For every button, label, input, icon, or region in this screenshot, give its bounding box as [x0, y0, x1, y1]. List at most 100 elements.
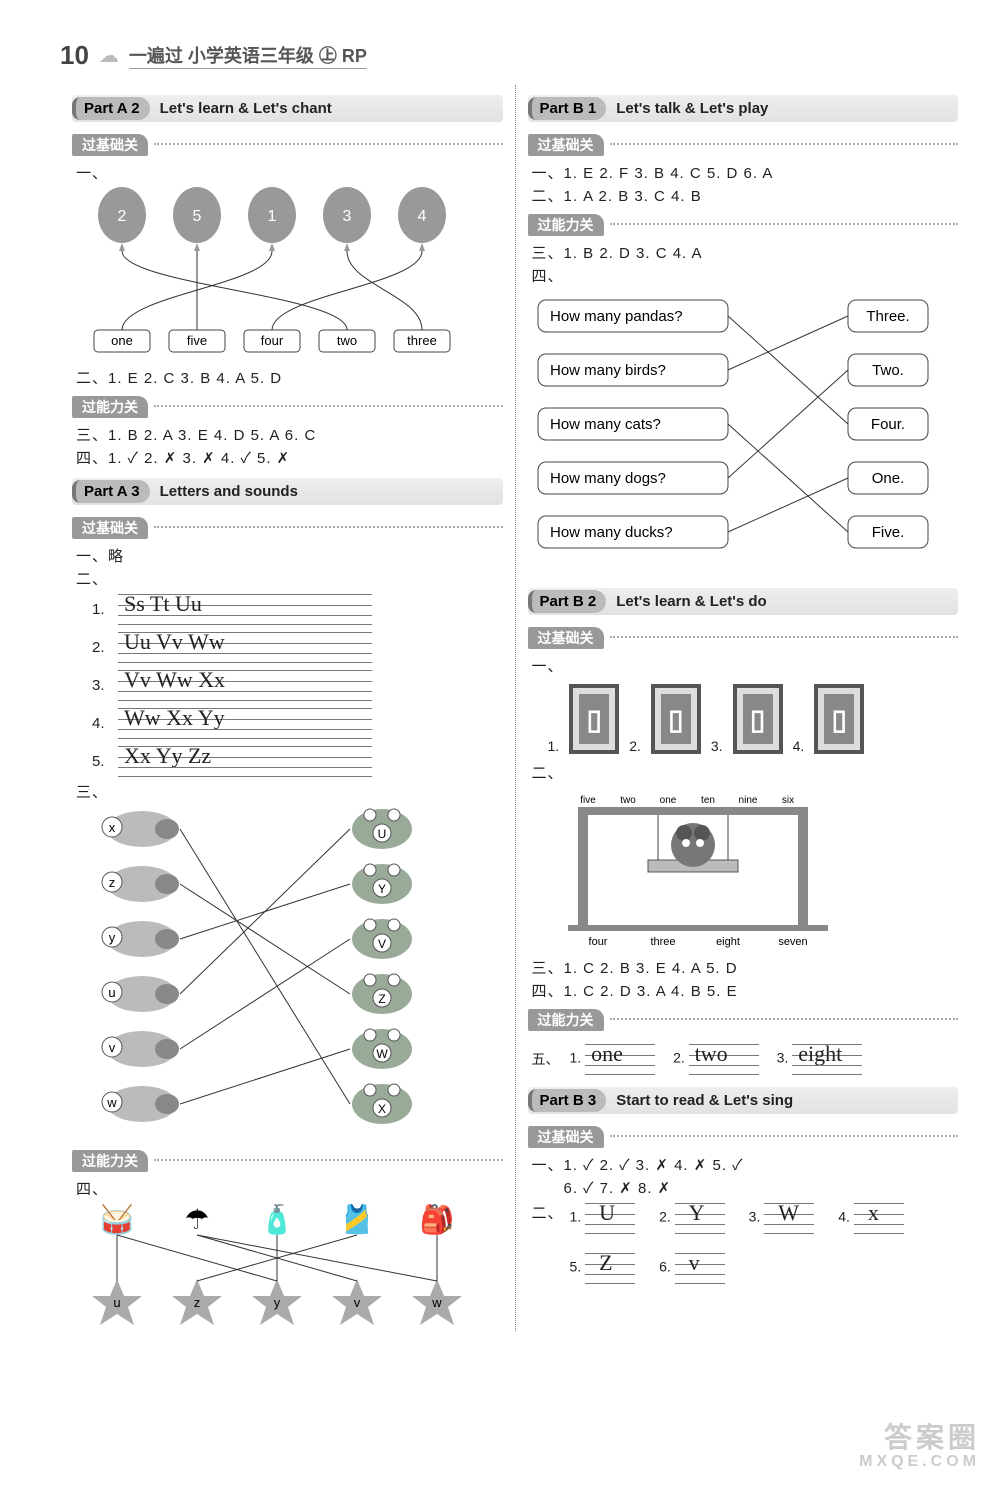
writing-row: 2. Uu Vv Ww — [92, 629, 372, 665]
svg-text:☂: ☂ — [184, 1204, 209, 1235]
ans-b3-1b: 6. ✓ 7. ✗ 8. ✗ — [532, 1177, 959, 1198]
dots — [154, 1159, 503, 1161]
part-b2-header: Part B 2 Let's learn & Let's do — [528, 588, 959, 615]
label-a3-3: 三、 — [76, 781, 503, 802]
svg-text:v: v — [109, 1040, 116, 1055]
part-b1-badge: Part B 1 — [528, 97, 607, 120]
digit-label: 4. — [793, 738, 805, 754]
svg-text:Four.: Four. — [870, 416, 904, 433]
level-tag: 过能力关 — [528, 214, 604, 236]
dots — [154, 405, 503, 407]
svg-text:ten: ten — [701, 795, 715, 806]
label-a3-2: 二、 — [76, 568, 503, 589]
svg-text:Two.: Two. — [872, 362, 904, 379]
svg-text:six: six — [781, 795, 793, 806]
svg-text:4: 4 — [418, 208, 427, 225]
label-b3-2: 二、 — [532, 1202, 564, 1284]
ans-a3-1: 一、略 — [76, 545, 503, 566]
svg-text:2: 2 — [118, 208, 127, 225]
digit-card: ▯ — [651, 684, 701, 754]
svg-text:W: W — [376, 1047, 388, 1061]
level-tag: 过能力关 — [528, 1009, 604, 1031]
svg-text:How many cats?: How many cats? — [550, 416, 661, 433]
svg-text:One.: One. — [871, 470, 904, 487]
watermark-l2: MXQE.COM — [859, 1453, 980, 1471]
part-b3-header: Part B 3 Start to read & Let's sing — [528, 1087, 959, 1114]
svg-text:y: y — [274, 1295, 281, 1310]
svg-text:five: five — [580, 795, 596, 806]
part-a3-badge: Part A 3 — [72, 480, 150, 503]
level-tag: 过基础关 — [528, 1126, 604, 1148]
ans-a2-4: 四、1. ✓ 2. ✗ 3. ✗ 4. ✓ 5. ✗ — [76, 447, 503, 468]
ans-b1-2: 二、1. A 2. B 3. C 4. B — [532, 185, 959, 206]
writing-row: 1. Ss Tt Uu — [92, 591, 372, 627]
ans-a2-3: 三、1. B 2. A 3. E 4. D 5. A 6. C — [76, 424, 503, 445]
svg-text:5: 5 — [193, 208, 202, 225]
fill5-item: 3. eight — [777, 1041, 863, 1077]
ans-b1-1: 一、1. E 2. F 3. B 4. C 5. D 6. A — [532, 162, 959, 183]
ans-b3-1a: 一、1. ✓ 2. ✓ 3. ✗ 4. ✗ 5. ✓ — [532, 1154, 959, 1175]
fill5-item: 1. one — [570, 1041, 656, 1077]
svg-text:eight: eight — [716, 936, 740, 948]
b3-letter: 5. Z — [570, 1250, 636, 1286]
digit-card: ▯ — [569, 684, 619, 754]
svg-text:nine: nine — [738, 795, 757, 806]
ans-b2-3: 三、1. C 2. B 3. E 4. A 5. D — [532, 957, 959, 978]
b3-letter: 6. v — [659, 1250, 725, 1286]
level-tag: 过基础关 — [528, 627, 604, 649]
svg-text:two: two — [337, 333, 357, 348]
writing-lines: 1. Ss Tt Uu 2. Uu Vv Ww 3. Vv Ww Xx — [92, 591, 372, 779]
b3-letter: 2. Y — [659, 1200, 725, 1236]
svg-text:X: X — [378, 1102, 386, 1116]
part-b2-title: Let's learn & Let's do — [616, 593, 767, 610]
ans-b1-3: 三、1. B 2. D 3. C 4. A — [532, 242, 959, 263]
howmany-matching: How many pandas? How many birds? How man… — [528, 288, 948, 578]
svg-text:three: three — [650, 936, 675, 948]
right-column: Part B 1 Let's talk & Let's play 过基础关 一、… — [515, 85, 971, 1331]
left-column: Part A 2 Let's learn & Let's chant 过基础关 … — [60, 85, 515, 1331]
svg-text:y: y — [109, 930, 116, 945]
star-matching: 🥁☂🧴🎽🎒 u z y v w — [72, 1201, 472, 1331]
level-tag: 过能力关 — [72, 396, 148, 418]
b3-letter: 1. U — [570, 1200, 636, 1236]
digit-label: 1. — [548, 738, 560, 754]
svg-text:x: x — [109, 820, 116, 835]
svg-text:z: z — [109, 875, 116, 890]
fill-5: 五、 1. one 2. two 3. eight — [532, 1041, 959, 1077]
svg-text:three: three — [407, 333, 437, 348]
b3-letter: 3. W — [749, 1200, 815, 1236]
svg-text:Y: Y — [378, 882, 386, 896]
svg-text:one: one — [659, 795, 676, 806]
part-a3-title: Letters and sounds — [160, 483, 298, 500]
level-tag: 过基础关 — [72, 134, 148, 156]
svg-text:How many dogs?: How many dogs? — [550, 470, 666, 487]
part-b1-title: Let's talk & Let's play — [616, 100, 768, 117]
swing-diagram: fivetwoonetenninesixfourthreeeightseven — [548, 785, 848, 955]
svg-text:V: V — [378, 937, 386, 951]
part-b1-header: Part B 1 Let's talk & Let's play — [528, 95, 959, 122]
writing-row: 5. Xx Yy Zz — [92, 743, 372, 779]
svg-text:w: w — [106, 1095, 117, 1110]
svg-text:How many pandas?: How many pandas? — [550, 308, 683, 325]
svg-text:u: u — [108, 985, 115, 1000]
part-a3-header: Part A 3 Letters and sounds — [72, 478, 503, 505]
frog-matching: x z y u v — [72, 804, 472, 1144]
svg-text:v: v — [354, 1295, 361, 1310]
b3-letter: 4. x — [838, 1200, 904, 1236]
fill5-item: 2. two — [673, 1041, 759, 1077]
q-label: 一、 — [76, 162, 503, 183]
watermark: 答案圈 MXQE.COM — [859, 1423, 980, 1471]
dots — [610, 143, 959, 145]
label-b2-2: 二、 — [532, 762, 959, 783]
svg-text:five: five — [187, 333, 207, 348]
balloon-matching: 2 5 1 3 4 one five four two — [72, 185, 472, 365]
svg-text:four: four — [261, 333, 284, 348]
svg-text:four: four — [588, 936, 607, 948]
svg-text:w: w — [431, 1295, 442, 1310]
dots — [610, 1018, 959, 1020]
digit-card: ▯ — [733, 684, 783, 754]
watermark-l1: 答案圈 — [859, 1423, 980, 1454]
svg-text:one: one — [111, 333, 133, 348]
digit-label: 2. — [629, 738, 641, 754]
svg-text:Z: Z — [378, 992, 385, 1006]
